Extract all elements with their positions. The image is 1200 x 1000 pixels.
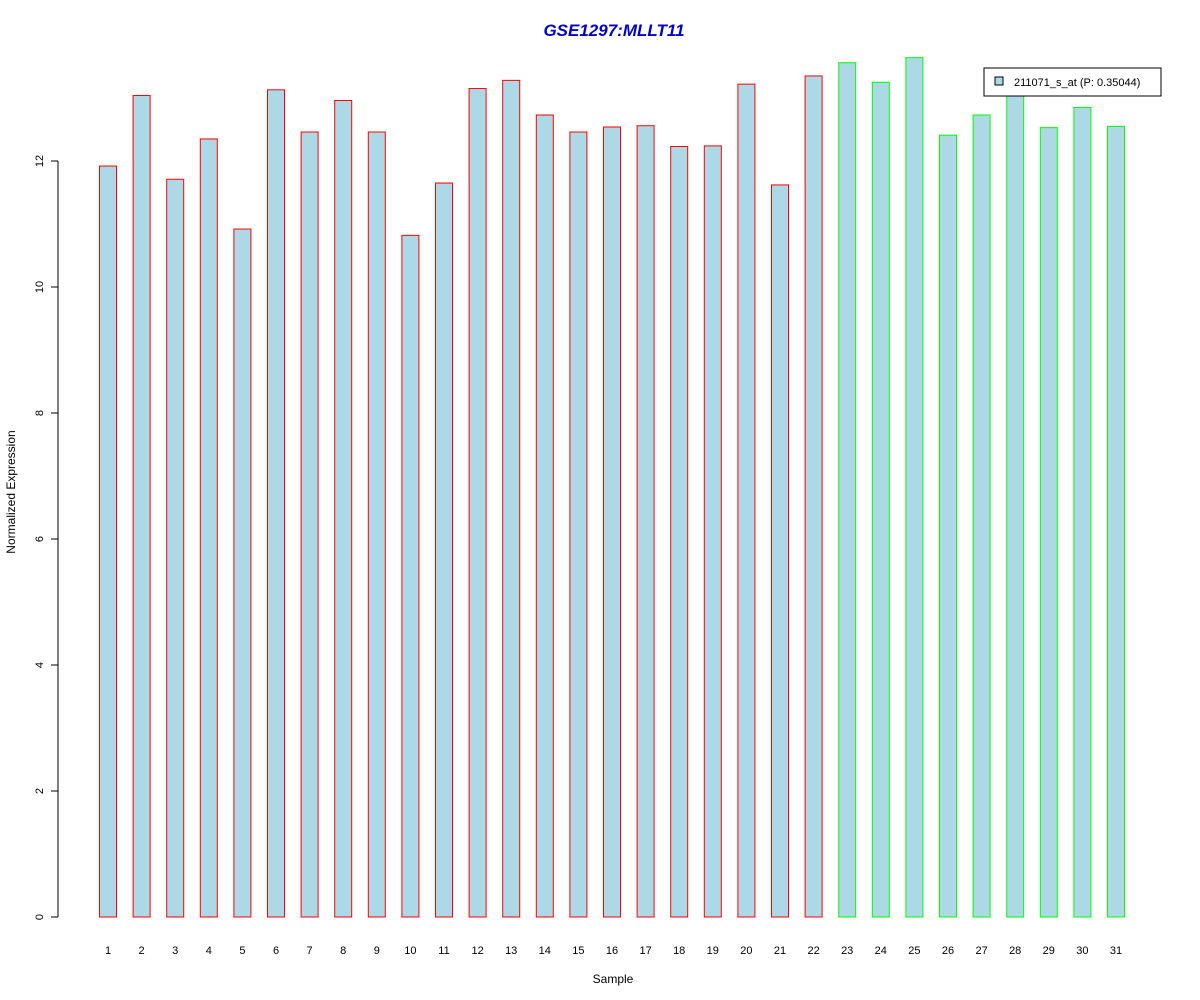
legend: 211071_s_at (P: 0.35044) — [983, 67, 1162, 97]
bar-sample-26 — [939, 134, 957, 918]
x-tick-label: 2 — [139, 945, 145, 957]
legend-box — [983, 67, 1162, 97]
bar-sample-31 — [1107, 125, 1125, 918]
x-tick-label: 30 — [1076, 945, 1088, 957]
bar-sample-20 — [737, 83, 756, 918]
chart-title: GSE1297:MLLT11 — [543, 21, 684, 40]
bar-sample-11 — [435, 182, 453, 918]
x-tick-label: 25 — [908, 945, 920, 957]
bar-sample-30 — [1073, 106, 1092, 918]
bar-sample-21 — [771, 184, 789, 918]
x-tick-label: 27 — [975, 945, 987, 957]
legend-entry: 211071_s_at (P: 0.35044) — [1014, 77, 1140, 89]
x-tick-label: 26 — [942, 945, 954, 957]
x-tick-label: 8 — [340, 945, 346, 957]
x-tick-label: 14 — [539, 945, 551, 957]
bar-sample-13 — [502, 79, 521, 918]
x-tick-label: 12 — [471, 945, 483, 957]
y-tick-label: 0 — [34, 914, 46, 920]
x-tick-label: 22 — [807, 945, 819, 957]
bars — [99, 57, 1125, 918]
bar-sample-1 — [99, 165, 117, 918]
x-tick-label: 20 — [740, 945, 752, 957]
y-tick-label: 12 — [34, 155, 46, 167]
x-tick-label: 29 — [1043, 945, 1055, 957]
x-axis-label: Sample — [593, 972, 634, 986]
bar-sample-25 — [905, 57, 924, 918]
y-tick-label: 4 — [34, 662, 46, 668]
bar-sample-15 — [569, 131, 588, 918]
x-tick-label: 18 — [673, 945, 685, 957]
x-tick-label: 19 — [707, 945, 719, 957]
x-tick-label: 21 — [774, 945, 786, 957]
bar-sample-16 — [603, 126, 621, 918]
x-tick-label: 1 — [105, 945, 111, 957]
x-tick-label: 10 — [404, 945, 416, 957]
x-tick-label: 24 — [875, 945, 887, 957]
bar-sample-7 — [300, 131, 319, 918]
x-tick-label: 6 — [273, 945, 279, 957]
y-tick-label: 2 — [34, 788, 46, 794]
x-tick-label: 23 — [841, 945, 853, 957]
x-tick-label: 28 — [1009, 945, 1021, 957]
y-tick-label: 10 — [34, 281, 46, 293]
bar-sample-29 — [1039, 127, 1058, 918]
bar-sample-23 — [838, 62, 857, 918]
x-tick-label: 11 — [438, 945, 449, 957]
y-axis: 0 2 4 6 8 10 12 — [34, 155, 59, 920]
bar-sample-22 — [804, 75, 823, 918]
bar-sample-28 — [1006, 94, 1025, 918]
bar-sample-19 — [703, 145, 722, 918]
bar-sample-27 — [972, 114, 991, 918]
bar-sample-10 — [401, 234, 420, 918]
bar-sample-6 — [267, 89, 285, 918]
x-tick-label: 3 — [172, 945, 178, 957]
bar-sample-2 — [132, 94, 151, 918]
x-tick-label: 17 — [639, 945, 651, 957]
y-axis-label: Normalized Expression — [4, 430, 18, 553]
bar-sample-3 — [166, 178, 185, 918]
bar-sample-18 — [670, 146, 689, 918]
x-tick-label: 5 — [239, 945, 245, 957]
x-tick-label: 16 — [606, 945, 618, 957]
bar-sample-12 — [468, 88, 487, 918]
x-tick-label: 15 — [572, 945, 584, 957]
bar-sample-5 — [233, 228, 252, 918]
x-tick-labels: 1 2 3 4 5 6 7 8 9 10 11 12 13 14 15 16 17 18 19 20 21 22 23 24 2… — [105, 945, 1122, 957]
bar-sample-17 — [636, 125, 655, 918]
bar-sample-4 — [199, 138, 218, 918]
bar-sample-24 — [871, 81, 890, 918]
bar-sample-9 — [367, 131, 386, 918]
y-tick-label: 8 — [34, 410, 46, 416]
x-tick-label: 13 — [505, 945, 517, 957]
x-tick-label: 4 — [206, 945, 212, 957]
bar-sample-8 — [334, 100, 353, 918]
x-tick-label: 9 — [374, 945, 380, 957]
x-tick-label: 31 — [1110, 945, 1122, 957]
bar-sample-14 — [535, 114, 554, 918]
x-tick-label: 7 — [307, 945, 313, 957]
legend-swatch — [994, 76, 1004, 86]
y-tick-label: 6 — [34, 536, 46, 542]
